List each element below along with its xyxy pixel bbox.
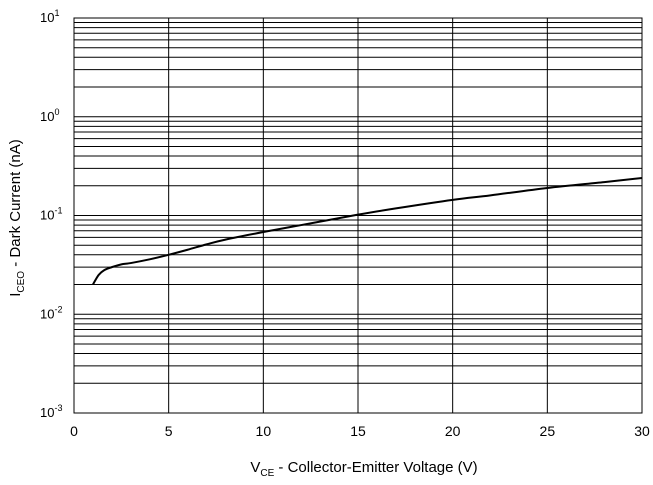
x-tick-label: 5 — [165, 423, 173, 439]
plot-frame — [73, 17, 643, 414]
y-axis-title-sub: CEO — [16, 271, 27, 293]
x-tick-label: 0 — [70, 423, 78, 439]
grid — [73, 18, 643, 414]
x-tick-labels: 0 5 10 15 20 25 30 — [70, 423, 650, 439]
y-tick-label: 101 — [40, 8, 59, 25]
x-axis-title-rest: - Collector-Emitter Voltage (V) — [274, 459, 477, 476]
x-tick-label: 10 — [256, 423, 272, 439]
x-tick-label: 20 — [445, 423, 461, 439]
y-tick-base: 10 — [40, 405, 54, 420]
y-tick-base: 10 — [40, 208, 54, 223]
y-tick-exponent: -2 — [54, 304, 62, 314]
y-tick-exponent: -1 — [54, 206, 62, 216]
y-tick-exponent: 0 — [54, 107, 59, 117]
y-axis-title-rest: - Dark Current (nA) — [7, 139, 24, 271]
y-tick-base: 10 — [40, 306, 54, 321]
y-axis-title: ICEO - Dark Current (nA) — [7, 139, 27, 297]
x-tick-label: 15 — [350, 423, 366, 439]
y-tick-label: 10-2 — [40, 304, 62, 321]
y-tick-exponent: 1 — [54, 8, 59, 18]
x-axis-title-main: V — [250, 459, 260, 476]
x-axis-title-sub: CE — [260, 468, 274, 479]
x-tick-label: 25 — [540, 423, 556, 439]
y-tick-label: 10-1 — [40, 206, 62, 223]
x-tick-label: 30 — [634, 423, 650, 439]
x-axis-title: VCE - Collector-Emitter Voltage (V) — [250, 459, 477, 479]
y-tick-exponent: -3 — [54, 403, 62, 413]
y-axis-title-main: I — [7, 293, 24, 297]
y-tick-label: 100 — [40, 107, 59, 124]
y-tick-label: 10-3 — [40, 403, 62, 420]
y-tick-base: 10 — [40, 10, 54, 25]
y-tick-base: 10 — [40, 109, 54, 124]
series-line — [92, 176, 643, 286]
